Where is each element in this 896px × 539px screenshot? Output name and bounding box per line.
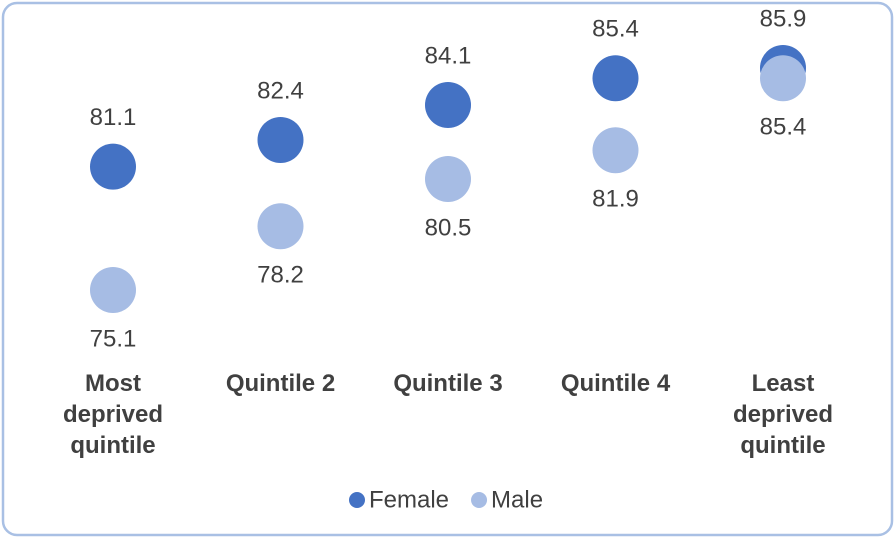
- category-label: Quintile 2: [225, 370, 336, 397]
- value-label: 84.1: [425, 42, 472, 69]
- category-label: Quintile 3: [393, 370, 503, 397]
- dot: [592, 127, 639, 174]
- dot: [425, 82, 471, 128]
- dot: [592, 55, 639, 102]
- value-label: 78.2: [257, 262, 304, 289]
- value-label: 81.9: [592, 186, 639, 213]
- value-label: 85.4: [760, 114, 807, 141]
- legend-marker: [349, 492, 365, 508]
- value-label: 81.1: [90, 104, 137, 131]
- legend-label: Male: [491, 486, 543, 513]
- dot: [760, 55, 806, 102]
- dot: [90, 267, 136, 313]
- dot: [425, 156, 471, 202]
- value-label: 85.9: [760, 5, 807, 32]
- value-label: 75.1: [90, 325, 137, 352]
- legend-label: Female: [369, 486, 449, 513]
- value-label: 85.4: [592, 16, 639, 43]
- dot: [257, 203, 304, 250]
- dot: [257, 116, 304, 163]
- legend-marker: [471, 492, 488, 508]
- category-label: Quintile 4: [560, 370, 671, 397]
- category-label: Least deprived quintile: [732, 370, 834, 459]
- category-label: Most deprived quintile: [62, 370, 164, 459]
- dot: [90, 143, 136, 190]
- value-label: 82.4: [257, 77, 304, 104]
- value-label: 80.5: [425, 214, 472, 241]
